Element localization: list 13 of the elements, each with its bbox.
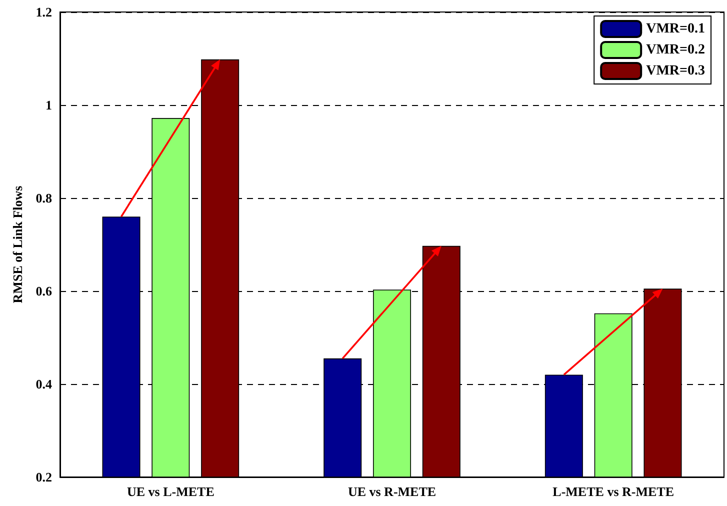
y-tick-label: 0.6 <box>36 284 52 298</box>
x-tick-label: UE vs R-METE <box>348 484 436 499</box>
legend-label: VMR=0.3 <box>646 64 706 78</box>
y-tick-label: 0.8 <box>36 190 52 206</box>
y-tick-label: 1.2 <box>36 4 52 20</box>
legend-label: VMR=0.1 <box>646 22 706 36</box>
y-tick-label: 1 <box>46 98 52 112</box>
x-tick-label: L-METE vs R-METE <box>552 484 674 499</box>
legend-label: VMR=0.2 <box>646 42 706 58</box>
y-tick-label: 0.4 <box>36 376 52 392</box>
y-tick-label: 0.2 <box>36 470 52 484</box>
x-tick-label: UE vs L-METE <box>126 484 214 499</box>
y-axis-title: RMSE of Link Flows <box>10 186 25 304</box>
